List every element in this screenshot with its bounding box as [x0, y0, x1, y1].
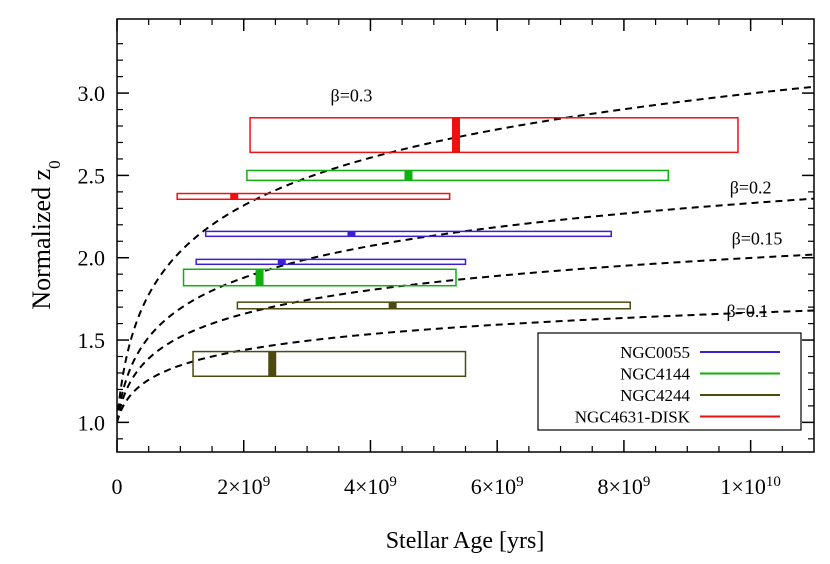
- legend-label: NGC0055: [620, 343, 690, 362]
- range-box: [246, 169, 670, 182]
- range-midpoint-marker: [404, 170, 413, 181]
- y-axis-label: Normalized z0: [27, 160, 64, 309]
- model-curve: [117, 309, 814, 423]
- x-tick-label: 0: [112, 474, 123, 499]
- curve-label: β=0.15: [732, 229, 783, 249]
- curve-label: β=0.1: [727, 301, 769, 321]
- range-midpoint-marker: [230, 193, 239, 200]
- model-curve: [117, 253, 814, 423]
- x-tick-label-main: 4×10: [344, 474, 389, 499]
- x-tick-label-main: 1×10: [720, 474, 765, 499]
- x-tick-label: 2×109: [217, 474, 270, 499]
- x-tick-label: 8×109: [597, 474, 650, 499]
- range-midpoint-marker: [388, 302, 397, 309]
- range-midpoint-marker: [268, 351, 277, 377]
- range-midpoint-marker: [347, 231, 356, 237]
- legend-label: NGC4631-DISK: [575, 408, 691, 427]
- curve-labels: β=0.3 β=0.2 β=0.15 β=0.1: [331, 85, 783, 321]
- x-tick-label-exponent: 9: [516, 474, 524, 490]
- range-box: [236, 301, 631, 310]
- x-axis-label: Stellar Age [yrs]: [386, 528, 545, 554]
- legend: NGC0055 NGC4144 NGC4244 NGC4631-DISK: [537, 332, 802, 431]
- x-tick-label: 4×109: [344, 474, 397, 499]
- y-axis-label-sub: 0: [45, 160, 64, 169]
- x-tick-label-exponent: 10: [766, 474, 781, 490]
- model-curve: [117, 197, 814, 423]
- y-tick-label: 3.0: [78, 81, 106, 106]
- y-tick-label: 1.5: [78, 328, 106, 353]
- range-box: [192, 350, 467, 378]
- range-box: [195, 258, 467, 266]
- x-tick-label: 6×109: [471, 474, 524, 499]
- range-boxes: [176, 117, 739, 378]
- curve-label: β=0.3: [331, 85, 373, 105]
- legend-label: NGC4144: [620, 365, 690, 384]
- model-curve: [117, 85, 814, 423]
- range-box: [204, 230, 612, 238]
- axis-ticks: 0 2×109 4×109 6×109 8×109 1×10101.01.52.02.53…: [78, 19, 814, 499]
- range-midpoint-marker: [277, 259, 286, 265]
- range-box: [249, 117, 739, 154]
- y-tick-label: 2.0: [78, 246, 106, 271]
- curve-label: β=0.2: [730, 178, 772, 198]
- legend-box: [537, 332, 802, 431]
- x-tick-label-exponent: 9: [263, 474, 271, 490]
- legend-label: NGC4244: [620, 386, 690, 405]
- y-tick-label: 1.0: [78, 410, 106, 435]
- model-curves: [117, 85, 814, 423]
- range-midpoint-marker: [255, 269, 264, 286]
- x-tick-label-exponent: 9: [389, 474, 397, 490]
- x-tick-label-main: 6×10: [471, 474, 516, 499]
- x-tick-label-main: 2×10: [217, 474, 262, 499]
- range-midpoint-marker: [451, 117, 460, 153]
- x-tick-label-main: 8×10: [597, 474, 642, 499]
- range-box: [182, 268, 457, 287]
- y-tick-label: 2.5: [78, 163, 106, 188]
- range-box: [176, 192, 451, 201]
- x-tick-label-main: 0: [112, 474, 123, 499]
- x-tick-label-exponent: 9: [643, 474, 651, 490]
- y-axis-label-main: Normalized z: [27, 169, 56, 310]
- x-tick-label: 1×1010: [720, 474, 780, 499]
